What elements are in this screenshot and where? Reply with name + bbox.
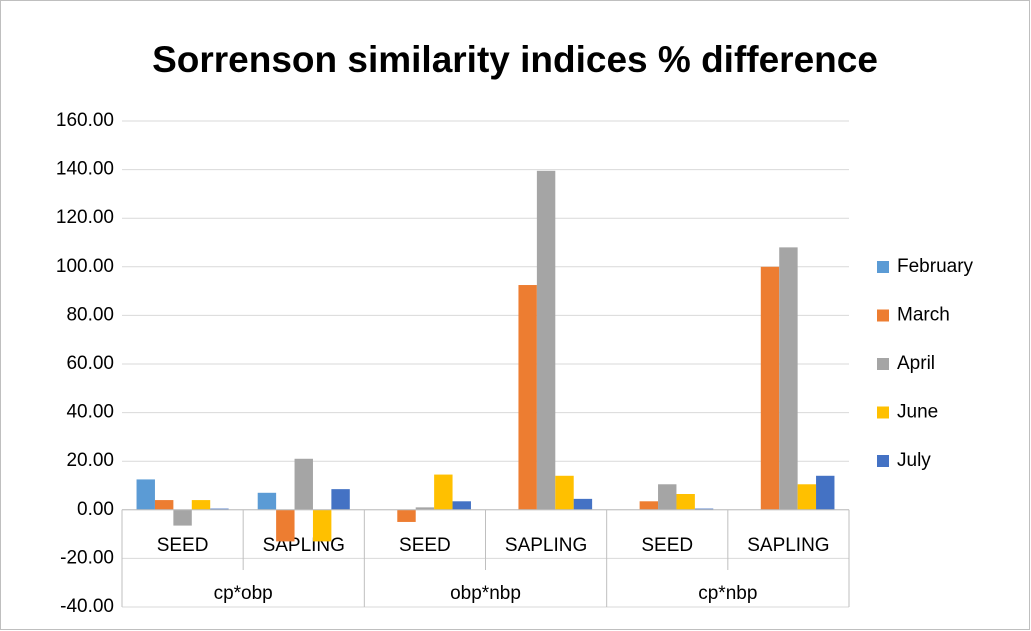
y-tick-label: 80.00 (66, 304, 114, 325)
bar (294, 458, 313, 510)
bar (797, 484, 817, 510)
bar (257, 492, 277, 510)
x-tick-label: SEED (157, 535, 209, 556)
legend-label: June (897, 402, 938, 423)
bar (639, 501, 659, 510)
bar (518, 285, 537, 510)
legend-swatch (877, 358, 889, 370)
bar (173, 509, 192, 526)
x-tick-label: SEED (641, 535, 693, 556)
legend-swatch (877, 309, 889, 322)
bar (136, 479, 155, 510)
bar (191, 500, 211, 510)
bar (397, 509, 416, 522)
bar (816, 475, 835, 510)
x-tick-label: SAPLING (505, 535, 587, 556)
group-label: cp*nbp (698, 583, 757, 604)
legend-label: March (897, 305, 950, 326)
bar (779, 247, 798, 510)
y-tick-label: -40.00 (60, 596, 114, 617)
legend-swatch (877, 455, 889, 467)
bar (312, 509, 332, 542)
bar (555, 475, 574, 510)
group-label: obp*nbp (450, 583, 521, 604)
bar (276, 509, 295, 542)
y-tick-label: 100.00 (56, 256, 114, 277)
legend-label: April (897, 353, 935, 374)
bar (434, 474, 453, 510)
y-tick-label: 140.00 (56, 159, 114, 180)
y-tick-label: 0.00 (77, 499, 114, 520)
bar (658, 484, 677, 510)
y-tick-label: 160.00 (56, 110, 114, 131)
y-tick-label: -20.00 (60, 547, 114, 568)
x-tick-label: SEED (399, 535, 451, 556)
x-tick-label: SAPLING (263, 535, 345, 556)
bar (415, 507, 435, 510)
bar (154, 500, 174, 510)
legend-swatch (877, 261, 889, 273)
bar (676, 494, 695, 510)
bar (331, 489, 350, 510)
y-tick-label: 20.00 (66, 450, 114, 471)
y-tick-label: 120.00 (56, 207, 114, 228)
x-tick-label: SAPLING (747, 535, 829, 556)
bar (452, 501, 471, 510)
group-label: cp*obp (214, 583, 273, 604)
legend-label: July (897, 450, 931, 471)
y-tick-label: 60.00 (66, 353, 114, 374)
bar (760, 266, 780, 510)
bar (536, 170, 556, 510)
y-tick-label: 40.00 (66, 402, 114, 423)
legend-swatch (877, 406, 889, 419)
bar (573, 498, 593, 510)
chart-title: Sorrenson similarity indices % differenc… (152, 39, 878, 80)
bar (210, 508, 229, 510)
bar (694, 508, 714, 510)
legend-label: February (897, 256, 974, 277)
